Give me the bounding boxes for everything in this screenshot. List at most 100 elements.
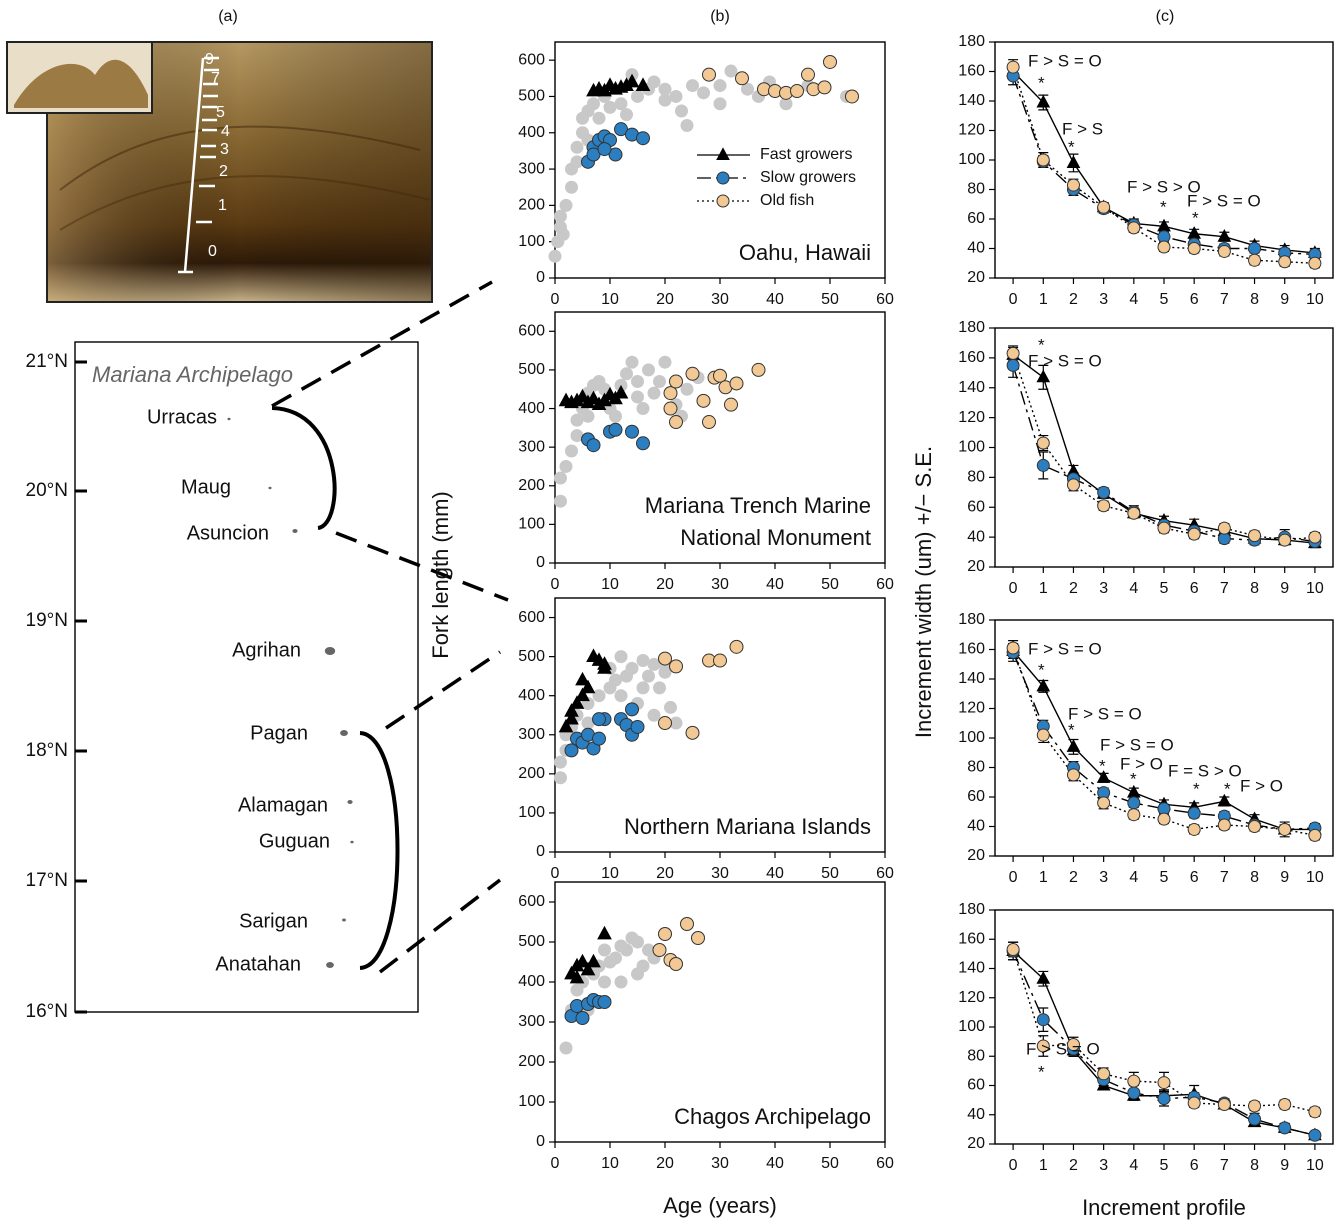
x-tick-label: 0 <box>1009 869 1018 886</box>
lat-label: 16°N <box>26 1001 68 1022</box>
annotation: * <box>1068 137 1075 156</box>
circle-marker <box>675 104 688 118</box>
y-tick-label: 400 <box>518 687 545 704</box>
circle-marker <box>664 700 677 714</box>
circle-marker <box>647 386 661 400</box>
annotation: F > S = O <box>1028 51 1102 70</box>
x-tick-label: 0 <box>551 291 560 308</box>
y-tick-label: 600 <box>518 51 545 68</box>
y-tick-label: 120 <box>958 989 985 1006</box>
x-tick-label: 10 <box>1306 291 1324 308</box>
circle-marker <box>575 1011 590 1025</box>
y-tick-label: 0 <box>536 843 545 860</box>
circle-marker <box>586 147 601 162</box>
y-tick-label: 120 <box>958 122 985 139</box>
y-tick-label: 20 <box>967 1135 985 1152</box>
circle-marker <box>713 97 727 111</box>
circle-marker <box>636 402 650 416</box>
y-tick-label: 180 <box>958 319 985 336</box>
circle-marker <box>1097 1067 1111 1081</box>
y-tick-label: 300 <box>518 1013 545 1030</box>
annotation: F > S = O <box>1028 639 1102 658</box>
x-tick-label: 7 <box>1220 291 1229 308</box>
annotation: F > S = O <box>1100 735 1174 754</box>
circle-marker <box>658 93 672 107</box>
x-tick-label: 7 <box>1220 1157 1229 1174</box>
circle-marker <box>1248 529 1262 543</box>
circle-marker <box>680 382 694 396</box>
y-tick-label: 140 <box>958 92 985 109</box>
circle-marker <box>686 79 699 93</box>
circle-marker <box>608 147 623 162</box>
circle-marker <box>685 725 700 740</box>
y-tick-label: 200 <box>518 1053 545 1070</box>
circle-marker <box>1066 1038 1080 1052</box>
triangle-marker <box>569 695 585 709</box>
circle-marker <box>603 100 617 114</box>
ring-label: 4 <box>221 123 230 140</box>
otolith-photo <box>6 41 433 303</box>
x-tick-label: 5 <box>1160 580 1169 597</box>
circle-marker <box>647 75 661 89</box>
y-tick-label: 400 <box>518 973 545 990</box>
circle-marker <box>1248 253 1262 267</box>
annotation: * <box>1130 769 1137 788</box>
triangle-marker <box>716 147 730 160</box>
circle-marker <box>1278 533 1292 547</box>
island <box>342 918 346 922</box>
lat-label: 19°N <box>26 610 68 631</box>
map-title: Mariana Archipelago <box>92 362 293 387</box>
x-tick-label: 10 <box>601 1155 619 1172</box>
y-tick-label: 600 <box>518 609 545 626</box>
y-tick-label: 120 <box>958 409 985 426</box>
circle-marker <box>559 198 573 212</box>
circle-marker <box>680 119 694 133</box>
x-tick-label: 10 <box>1306 1157 1324 1174</box>
circle-marker <box>735 71 749 86</box>
x-tick-label: 6 <box>1190 869 1199 886</box>
circle-marker <box>669 374 683 389</box>
circle-marker <box>554 755 567 769</box>
circle-marker <box>1127 1086 1141 1100</box>
legend-label: Slow growers <box>760 169 856 186</box>
legend-label: Old fish <box>760 192 814 209</box>
y-tick-label: 180 <box>958 611 985 628</box>
island-label: Guguan <box>259 830 330 852</box>
circle-marker <box>1308 1105 1322 1119</box>
annotation: * <box>1224 779 1231 798</box>
circle-marker <box>1217 1098 1231 1112</box>
circle-marker <box>614 122 628 137</box>
circle-marker <box>1278 822 1292 836</box>
triangle-marker <box>580 679 596 694</box>
circle-marker <box>598 975 611 989</box>
x-tick-label: 3 <box>1099 869 1108 886</box>
y-tick-label: 400 <box>518 124 545 141</box>
x-tick-label: 10 <box>1306 869 1324 886</box>
circle-marker <box>741 82 754 96</box>
x-tick-label: 60 <box>876 865 894 882</box>
island-label: Alamagan <box>238 794 328 816</box>
circle-marker <box>779 97 793 111</box>
lat-label: 20°N <box>26 480 68 501</box>
circle-marker <box>669 415 683 430</box>
circle-marker <box>724 64 738 78</box>
y-tick-label: 80 <box>967 759 985 776</box>
x-axis-label: Increment profile <box>1082 1195 1246 1220</box>
x-tick-label: 10 <box>601 576 619 593</box>
circle-marker <box>1157 1092 1171 1106</box>
circle-marker <box>631 935 644 949</box>
circle-marker <box>1308 828 1322 842</box>
circle-marker <box>1127 808 1141 822</box>
circle-marker <box>565 180 578 194</box>
x-tick-label: 4 <box>1129 869 1138 886</box>
location-label: Oahu, Hawaii <box>739 240 871 265</box>
x-tick-label: 0 <box>1009 291 1018 308</box>
triangle-marker <box>564 394 579 409</box>
triangle-marker <box>569 969 585 984</box>
circle-marker <box>696 393 711 408</box>
y-tick-label: 160 <box>958 930 985 947</box>
x-tick-label: 10 <box>601 291 619 308</box>
annotation: F > S = O <box>1028 351 1102 370</box>
circle-marker <box>1157 812 1171 826</box>
